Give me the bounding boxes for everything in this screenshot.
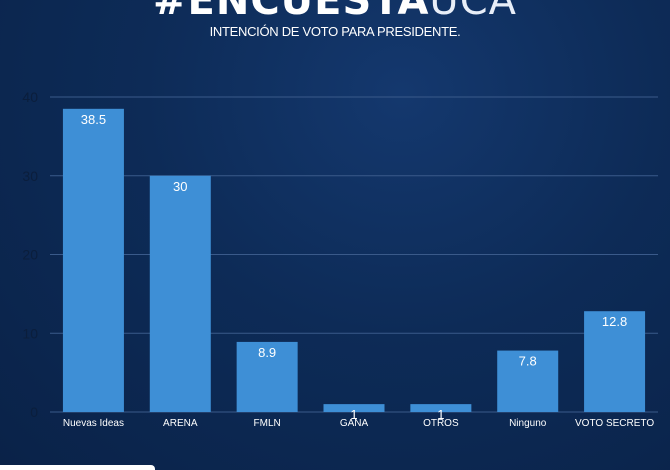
chart-subtitle: INTENCIÓN DE VOTO PARA PRESIDENTE.	[209, 24, 461, 39]
y-tick-label: 20	[22, 247, 38, 263]
y-tick-label: 40	[22, 89, 38, 105]
x-category-label: Ninguno	[509, 418, 547, 429]
bar-value-label: 38.5	[81, 112, 106, 127]
bar-value-label: 12.8	[602, 314, 627, 329]
x-category-label: OTROS	[423, 418, 459, 429]
bar	[497, 350, 559, 412]
hashtag-thin: UCA	[429, 0, 517, 24]
bar	[62, 108, 124, 412]
x-category-label: GANA	[340, 418, 369, 429]
x-category-label: Nuevas Ideas	[63, 418, 124, 429]
x-category-label: FMLN	[254, 418, 281, 429]
x-category-label: VOTO SECRETO	[575, 418, 654, 429]
bar	[323, 404, 385, 412]
y-tick-label: 10	[22, 325, 38, 341]
y-tick-label: 0	[30, 404, 38, 420]
bar	[584, 311, 646, 412]
x-category-label: ARENA	[163, 418, 198, 429]
bar	[149, 175, 211, 412]
hashtag-bold: #ENCUESTA	[153, 0, 430, 24]
bar	[410, 404, 472, 412]
y-tick-label: 30	[22, 168, 38, 184]
bar-value-label: 8.9	[258, 345, 276, 360]
bar	[236, 341, 298, 412]
bar-value-label: 1	[350, 407, 357, 422]
bar-value-label: 30	[173, 179, 187, 194]
bar-value-label: 7.8	[519, 354, 537, 369]
bar-value-label: 1	[437, 407, 444, 422]
footer-bar	[0, 465, 155, 470]
hashtag-headline: #ENCUESTAUCA	[0, 0, 670, 24]
